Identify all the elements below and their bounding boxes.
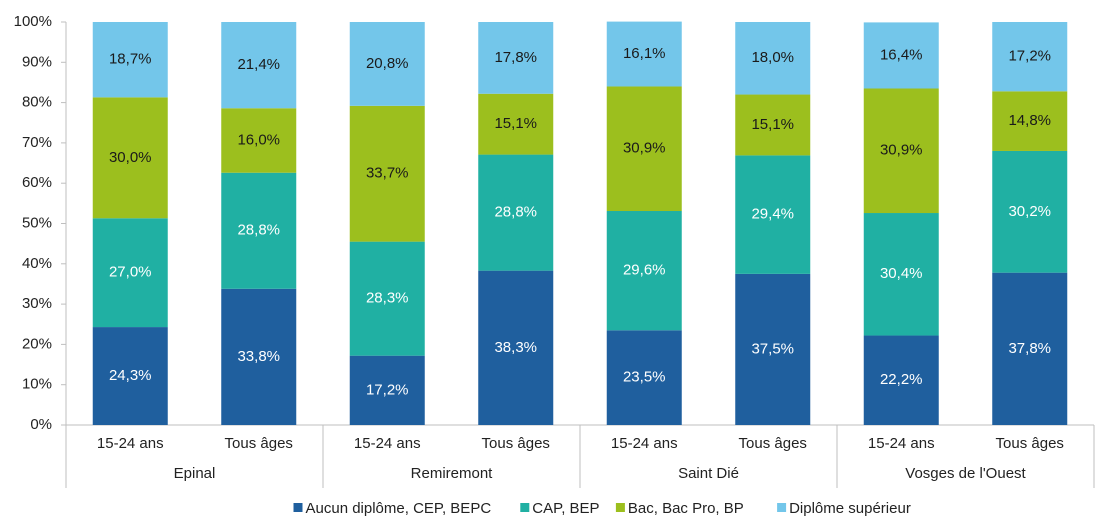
- bar-segment: [992, 150, 1068, 273]
- legend-swatch: [777, 503, 787, 512]
- y-tick-label: 10%: [22, 376, 52, 393]
- data-label: 22,2%: [880, 371, 923, 388]
- data-label: 30,9%: [880, 142, 923, 159]
- x-tick-label: 15-24 ans: [611, 435, 678, 452]
- bar-segment: [221, 288, 297, 425]
- bar-segment: [349, 22, 425, 106]
- bar-segment: [221, 22, 297, 109]
- bar-segment: [606, 211, 682, 331]
- data-label: 33,7%: [366, 165, 409, 182]
- data-label: 15,1%: [494, 115, 537, 132]
- bar-segment: [863, 335, 939, 425]
- y-tick-label: 30%: [22, 295, 52, 312]
- data-label: 29,4%: [751, 206, 794, 223]
- data-label: 17,2%: [366, 381, 409, 398]
- bar-segment: [349, 241, 425, 356]
- group-label: Epinal: [174, 465, 216, 482]
- bar-segment: [735, 273, 811, 425]
- bar-segment: [478, 22, 554, 94]
- legend-swatch: [293, 503, 303, 512]
- x-tick-label: 15-24 ans: [97, 435, 164, 452]
- data-label: 28,8%: [494, 204, 537, 221]
- bar-segment: [478, 93, 554, 155]
- data-label: 18,7%: [109, 51, 152, 68]
- group-label: Remiremont: [411, 465, 494, 482]
- group-label: Vosges de l'Ouest: [905, 465, 1026, 482]
- bar-segment: [606, 21, 682, 87]
- bar-segment: [92, 218, 168, 328]
- data-label: 29,6%: [623, 262, 666, 279]
- y-tick-label: 90%: [22, 53, 52, 70]
- data-label: 14,8%: [1008, 112, 1051, 129]
- data-label: 33,8%: [237, 348, 280, 365]
- data-label: 16,1%: [623, 45, 666, 62]
- bar-segment: [992, 272, 1068, 425]
- bar-segment: [863, 213, 939, 336]
- legend-label: Diplôme supérieur: [789, 500, 911, 517]
- bar-segment: [735, 22, 811, 95]
- data-label: 23,5%: [623, 369, 666, 386]
- data-label: 28,3%: [366, 290, 409, 307]
- bar-segment: [349, 105, 425, 242]
- bar-segment: [735, 94, 811, 156]
- bar-segment: [92, 22, 168, 98]
- x-tick-label: Tous âges: [482, 435, 550, 452]
- legend-swatch: [615, 503, 625, 512]
- bar-segment: [221, 172, 297, 289]
- y-tick-label: 100%: [14, 13, 52, 30]
- bar-segment: [606, 86, 682, 212]
- data-label: 24,3%: [109, 367, 152, 384]
- bar-segment: [863, 88, 939, 214]
- y-tick-label: 0%: [30, 416, 52, 433]
- bar-segment: [92, 327, 168, 425]
- data-label: 30,4%: [880, 265, 923, 282]
- y-tick-label: 60%: [22, 174, 52, 191]
- data-label: 30,9%: [623, 140, 666, 157]
- group-label: Saint Dié: [678, 465, 739, 482]
- y-tick-label: 70%: [22, 134, 52, 151]
- legend-swatch: [520, 503, 530, 512]
- bar-segment: [349, 355, 425, 425]
- data-label: 37,5%: [751, 340, 794, 357]
- x-tick-label: Tous âges: [996, 435, 1064, 452]
- data-label: 16,4%: [880, 46, 923, 63]
- data-label: 20,8%: [366, 55, 409, 72]
- bar-segment: [92, 97, 168, 219]
- legend-label: Bac, Bac Pro, BP: [628, 500, 744, 517]
- bar-segment: [478, 270, 554, 425]
- bar-segment: [992, 22, 1068, 92]
- data-label: 30,0%: [109, 149, 152, 166]
- data-label: 21,4%: [237, 56, 280, 73]
- data-label: 38,3%: [494, 339, 537, 356]
- legend-label: Aucun diplôme, CEP, BEPC: [306, 500, 492, 517]
- x-tick-label: 15-24 ans: [354, 435, 421, 452]
- bar-segment: [735, 155, 811, 274]
- y-tick-label: 40%: [22, 255, 52, 272]
- data-label: 18,0%: [751, 49, 794, 66]
- data-label: 15,1%: [751, 116, 794, 133]
- y-tick-label: 20%: [22, 335, 52, 352]
- x-tick-label: Tous âges: [225, 435, 293, 452]
- bar-segment: [863, 22, 939, 89]
- bar-segment: [606, 330, 682, 425]
- bar-segment: [478, 154, 554, 271]
- y-tick-label: 50%: [22, 214, 52, 231]
- data-label: 30,2%: [1008, 203, 1051, 220]
- y-tick-label: 80%: [22, 94, 52, 111]
- x-tick-label: 15-24 ans: [868, 435, 935, 452]
- legend-label: CAP, BEP: [532, 500, 599, 517]
- data-label: 28,8%: [237, 222, 280, 239]
- data-label: 27,0%: [109, 264, 152, 281]
- data-label: 37,8%: [1008, 340, 1051, 357]
- data-label: 17,8%: [494, 49, 537, 66]
- bar-segment: [992, 91, 1068, 151]
- x-tick-label: Tous âges: [739, 435, 807, 452]
- data-label: 16,0%: [237, 131, 280, 148]
- bar-segment: [221, 108, 297, 173]
- data-label: 17,2%: [1008, 48, 1051, 65]
